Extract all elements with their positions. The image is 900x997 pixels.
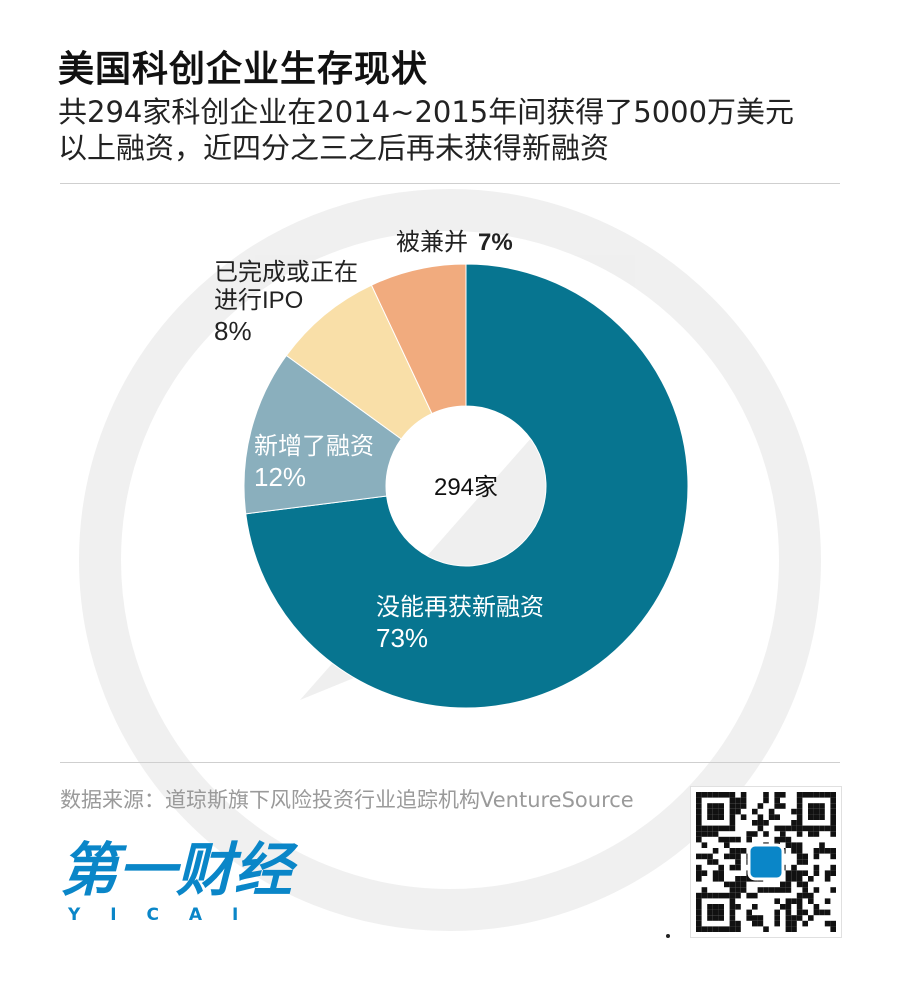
slice-value-3: 7% bbox=[478, 229, 513, 256]
slice-value-1: 12% bbox=[254, 462, 306, 492]
slice-label-0: 没能再获新融资 bbox=[376, 594, 544, 621]
slices-group bbox=[243, 263, 689, 709]
source-note: 数据来源：道琼斯旗下风险投资行业追踪机构VentureSource bbox=[60, 788, 634, 812]
center-label: 294家 bbox=[434, 474, 498, 501]
slice-value-2: 8% bbox=[214, 316, 252, 346]
decorative-dot bbox=[666, 934, 670, 938]
chart-subtitle: 共294家科创企业在2014~2015年间获得了5000万美元 以上融资，近四分… bbox=[58, 95, 795, 165]
qr-center-logo-icon bbox=[747, 843, 785, 881]
slice-label-3: 被兼并 7% bbox=[396, 229, 513, 256]
slice-label-2-line-1: 进行IPO bbox=[214, 287, 303, 314]
slice-1 bbox=[243, 354, 402, 515]
qr-code[interactable] bbox=[690, 786, 842, 938]
slice-label-2-line-0: 已完成或正在 bbox=[214, 259, 358, 286]
slice-3 bbox=[370, 263, 467, 415]
slice-0 bbox=[245, 263, 689, 709]
slice-label-1: 新增了融资 bbox=[254, 433, 374, 460]
logo-subtext: Y I C A I bbox=[67, 905, 250, 925]
slice-value-0: 73% bbox=[376, 623, 428, 653]
yicai-logo: 第一财经 Y I C A I bbox=[58, 834, 299, 926]
top-divider bbox=[60, 183, 840, 184]
logo-text: 第一财经 bbox=[60, 836, 298, 904]
chart-title: 美国科创企业生存现状 bbox=[58, 49, 429, 90]
bottom-divider bbox=[60, 762, 840, 763]
